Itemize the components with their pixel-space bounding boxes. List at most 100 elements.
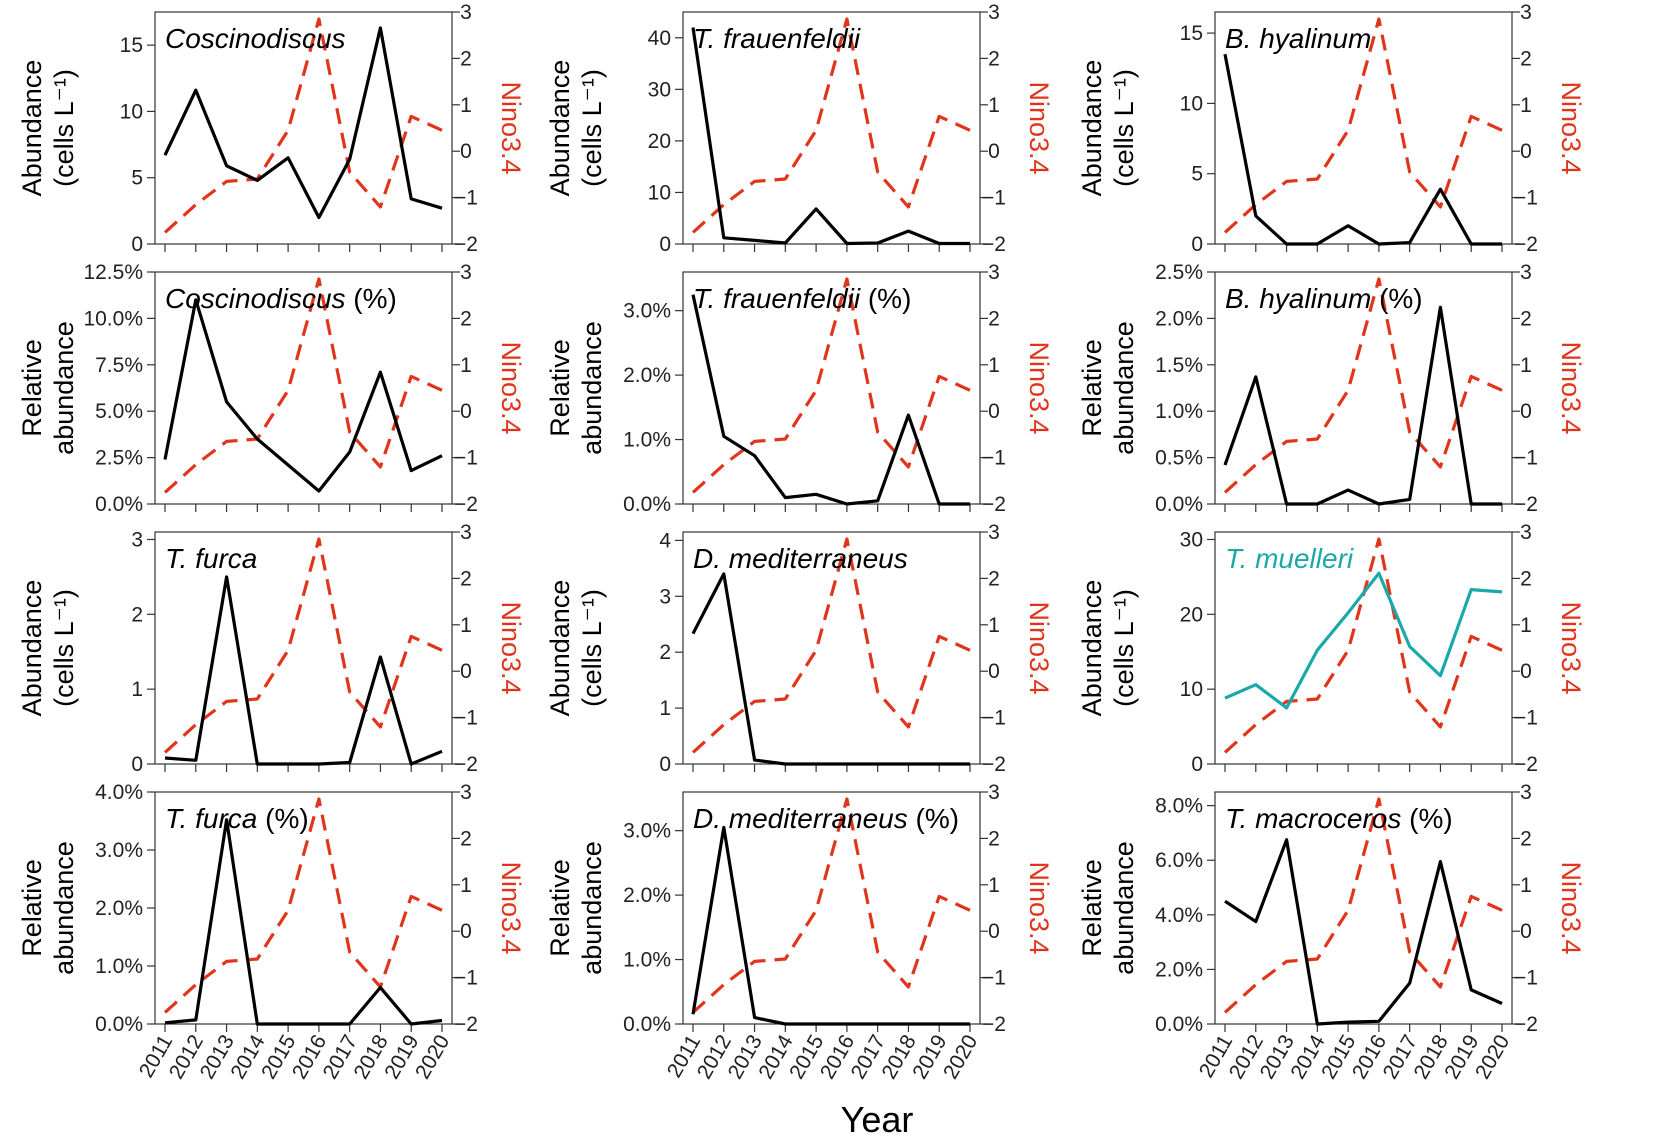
panel-title-suffix: (%) <box>346 283 397 314</box>
y-axis-label: Abundance(cells L⁻¹) <box>17 580 79 717</box>
panel-title: T. frauenfeldii <box>693 23 861 54</box>
right-tick-label: 2 <box>1520 307 1532 330</box>
right-tick-label: 0 <box>988 400 1000 423</box>
panel-7: 0 1 2 3 −2 −1 0 1 2 3 Abundance(cells L⁻¹) Nino3.4 T… <box>17 521 526 776</box>
nino-axis-label: Nino3.4 <box>1556 341 1586 434</box>
y-axis-label-line: Abundance <box>17 580 47 717</box>
left-tick-label: 4.0% <box>1155 904 1203 927</box>
left-tick-label: 1.0% <box>623 949 671 972</box>
y-axis-label-line: abundance <box>49 321 79 455</box>
left-tick-label: 1 <box>659 697 671 720</box>
right-tick-label: 0 <box>460 400 472 423</box>
right-tick-label: 1 <box>460 94 472 117</box>
nino34-series-line <box>1223 277 1503 494</box>
right-tick-label: 0 <box>460 920 472 943</box>
right-tick-label: −1 <box>1514 447 1538 470</box>
nino-axis-label: Nino3.4 <box>496 341 526 434</box>
y-axis-label: Relativeabundance <box>545 841 607 975</box>
right-tick-label: −1 <box>454 967 478 990</box>
left-tick-label: 2 <box>659 641 671 664</box>
panel-title-species: Coscinodiscus <box>165 283 346 314</box>
y-axis-label-line: (cells L⁻¹) <box>577 589 607 707</box>
nino34-series-line <box>163 17 443 234</box>
left-tick-label: 3.0% <box>623 820 671 843</box>
panel-title-species: B. hyalinum <box>1225 23 1371 54</box>
right-tick-label: 2 <box>988 567 1000 590</box>
y-axis-label-line: (cells L⁻¹) <box>1109 589 1139 707</box>
left-tick-label: 7.5% <box>95 354 143 377</box>
right-tick-label: 1 <box>1520 614 1532 637</box>
left-tick-label: 3 <box>659 585 671 608</box>
right-tick-label: 0 <box>460 140 472 163</box>
panel-title-species: T. macroceros <box>1225 803 1401 834</box>
y-axis-label-line: (cells L⁻¹) <box>1109 69 1139 187</box>
nino34-series-line <box>1223 17 1503 234</box>
right-tick-label: 1 <box>988 94 1000 117</box>
y-axis-label-line: (cells L⁻¹) <box>49 69 79 187</box>
right-tick-label: 3 <box>1520 781 1532 804</box>
panel-title-suffix: (%) <box>1401 803 1452 834</box>
left-tick-label: 0 <box>1191 753 1203 776</box>
right-tick-label: −2 <box>982 233 1006 256</box>
right-tick-label: 3 <box>988 261 1000 284</box>
right-tick-label: −1 <box>982 707 1006 730</box>
left-tick-label: 3.0% <box>623 300 671 323</box>
panel-9: 0 10 20 30 −2 −1 0 1 2 3 Abundance(cells L⁻¹) Nino3… <box>1077 521 1586 776</box>
panel-5: 0.0% 1.0% 2.0% 3.0% −2 −1 0 1 2 3 Relativeabundanc… <box>545 261 1054 516</box>
right-tick-label: 2 <box>1520 47 1532 70</box>
nino-axis-label: Nino3.4 <box>1556 601 1586 694</box>
panel-title: T. furca <box>165 543 257 574</box>
species-series-line <box>164 818 443 1026</box>
right-tick-label: −2 <box>454 233 478 256</box>
y-axis-label-line: Relative <box>17 339 47 437</box>
panel-11: 0.0% 1.0% 2.0% 3.0% −2 −1 0 1 2 3 Relativeabundanc… <box>545 781 1054 1036</box>
panel-title-suffix: (%) <box>860 283 911 314</box>
right-tick-label: −2 <box>1514 233 1538 256</box>
nino-axis-label: Nino3.4 <box>1556 861 1586 954</box>
left-tick-label: 30 <box>1180 528 1203 551</box>
panel-title: T. frauenfeldii (%) <box>693 283 911 314</box>
left-tick-label: 1.0% <box>95 955 143 978</box>
left-tick-label: 30 <box>648 78 671 101</box>
left-tick-label: 1.0% <box>1155 400 1203 423</box>
species-series-line <box>163 298 443 493</box>
left-tick-label: 20 <box>1180 603 1203 626</box>
right-tick-label: 0 <box>988 660 1000 683</box>
right-tick-label: 2 <box>1520 827 1532 850</box>
panel-title: T. muelleri <box>1225 543 1354 574</box>
right-tick-label: 3 <box>1520 1 1532 24</box>
y-axis-label: Abundance(cells L⁻¹) <box>17 60 79 197</box>
nino34-series-line <box>163 537 443 754</box>
y-axis-label: Relativeabundance <box>545 321 607 455</box>
y-axis-label-line: abundance <box>49 841 79 975</box>
right-tick-label: 0 <box>460 660 472 683</box>
left-tick-label: 10 <box>648 181 671 204</box>
right-tick-label: 3 <box>460 521 472 544</box>
panel-3: 0 5 10 15 −2 −1 0 1 2 3 Abundance(cells L⁻¹) Nino3.… <box>1077 1 1586 256</box>
nino-axis-label: Nino3.4 <box>1024 81 1054 174</box>
right-tick-label: 2 <box>988 827 1000 850</box>
panel-title-suffix: (%) <box>908 803 959 834</box>
nino-axis-label: Nino3.4 <box>496 861 526 954</box>
panel-title: T. furca (%) <box>165 803 309 834</box>
nino34-series-line <box>691 277 971 494</box>
y-axis-label: Relativeabundance <box>17 321 79 455</box>
right-tick-label: −2 <box>1514 493 1538 516</box>
y-axis-label-line: Abundance <box>1077 60 1107 197</box>
right-tick-label: −2 <box>982 1013 1006 1036</box>
left-tick-label: 1 <box>131 678 143 701</box>
right-tick-label: 1 <box>988 874 1000 897</box>
panel-frame <box>1214 271 1513 505</box>
panel-title: D. mediterraneus <box>693 543 908 574</box>
panel-2: 0 10 20 30 40 −2 −1 0 1 2 3 Abundance(cells L⁻¹) Nin… <box>545 1 1054 256</box>
left-tick-label: 1.0% <box>623 429 671 452</box>
species-series-line <box>163 26 443 220</box>
left-tick-label: 3 <box>131 528 143 551</box>
panel-frame <box>154 271 453 505</box>
right-tick-label: −2 <box>1514 1013 1538 1036</box>
right-tick-label: 3 <box>460 781 472 804</box>
left-tick-label: 2.5% <box>1155 261 1203 284</box>
panel-title-species: T. furca <box>165 543 257 574</box>
nino-axis-label: Nino3.4 <box>1024 341 1054 434</box>
